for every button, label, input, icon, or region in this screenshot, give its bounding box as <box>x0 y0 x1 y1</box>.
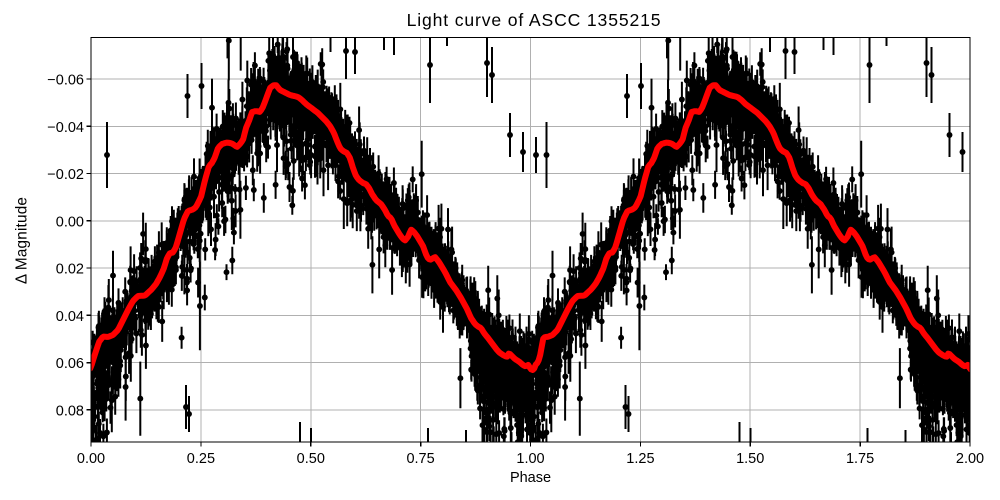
svg-text:−0.06: −0.06 <box>47 73 84 89</box>
svg-text:0.06: 0.06 <box>56 356 84 372</box>
svg-text:0.50: 0.50 <box>297 451 325 467</box>
svg-text:0.25: 0.25 <box>187 451 215 467</box>
svg-text:0.00: 0.00 <box>56 214 84 230</box>
svg-text:1.50: 1.50 <box>736 451 764 467</box>
svg-text:Δ Magnitude: Δ Magnitude <box>14 197 31 284</box>
svg-text:1.00: 1.00 <box>516 451 544 467</box>
svg-text:0.04: 0.04 <box>56 309 84 325</box>
svg-text:Phase: Phase <box>510 470 551 486</box>
svg-text:2.00: 2.00 <box>956 451 984 467</box>
svg-text:−0.04: −0.04 <box>47 120 84 136</box>
svg-text:0.75: 0.75 <box>406 451 434 467</box>
svg-text:0.08: 0.08 <box>56 403 84 419</box>
svg-text:0.02: 0.02 <box>56 262 84 278</box>
svg-text:−0.02: −0.02 <box>47 167 84 183</box>
svg-text:1.25: 1.25 <box>626 451 654 467</box>
svg-text:1.75: 1.75 <box>846 451 874 467</box>
svg-text:Light curve of ASCC 1355215: Light curve of ASCC 1355215 <box>407 10 662 30</box>
svg-text:0.00: 0.00 <box>77 451 105 467</box>
